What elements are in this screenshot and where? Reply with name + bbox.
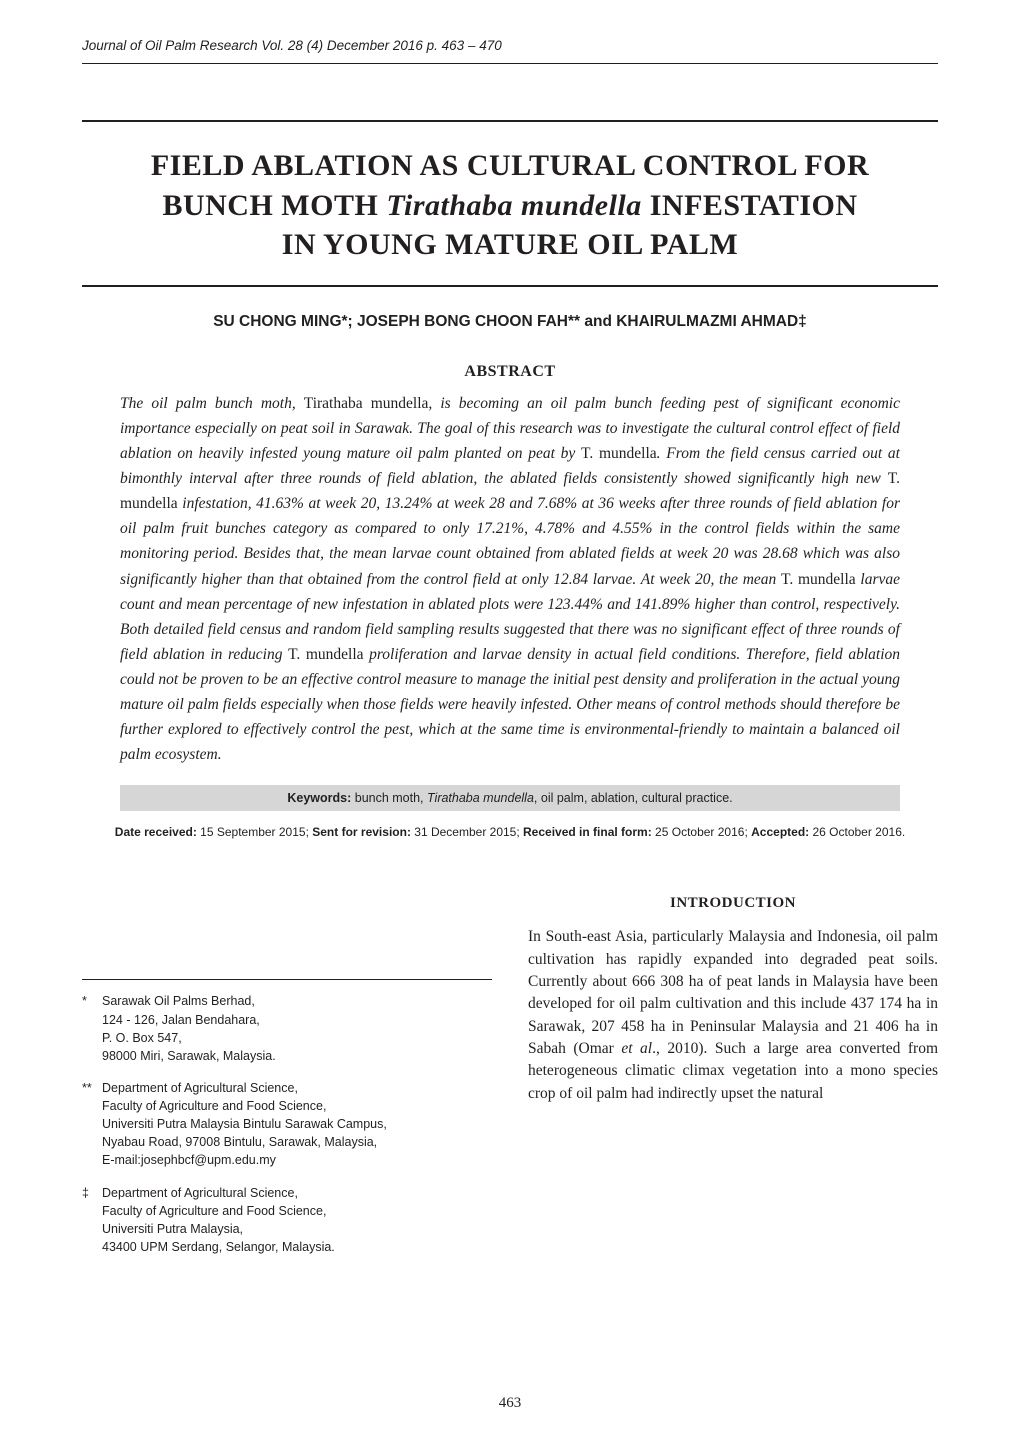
affil-2-l5: E-mail:josephbcf@upm.edu.my [102, 1153, 276, 1167]
affil-mark-2: ** [82, 1079, 102, 1170]
abstract-heading: ABSTRACT [82, 363, 938, 381]
left-column: * Sarawak Oil Palms Berhad, 124 - 126, J… [82, 895, 492, 1256]
intro-etal: et al [621, 1040, 652, 1057]
affil-3-l2: Faculty of Agriculture and Food Science, [102, 1204, 326, 1218]
article-title: FIELD ABLATION AS CULTURAL CONTROL FOR B… [92, 146, 928, 265]
title-species: Tirathaba mundella [386, 189, 641, 222]
abstract-body: The oil palm bunch moth, Tirathaba munde… [120, 391, 900, 768]
affil-2-l2: Faculty of Agriculture and Food Science, [102, 1099, 326, 1113]
abstract-species-2: T. mundella [581, 445, 657, 462]
abstract-p0: The oil palm bunch moth, [120, 395, 304, 412]
affil-2-l4: Nyabau Road, 97008 Bintulu, Sarawak, Mal… [102, 1135, 377, 1149]
affil-1-l3: P. O. Box 547, [102, 1031, 182, 1045]
date-revision-label: Sent for revision: [312, 825, 414, 839]
affil-2-l3: Universiti Putra Malaysia Bintulu Sarawa… [102, 1117, 387, 1131]
right-column: INTRODUCTION In South-east Asia, particu… [528, 895, 938, 1256]
keywords-species: Tirathaba mundella [427, 791, 534, 805]
date-final-value: 25 October 2016; [655, 825, 751, 839]
abstract-species-5: T. mundella [288, 646, 363, 663]
affiliation-rule [82, 979, 492, 980]
running-header: Journal of Oil Palm Research Vol. 28 (4)… [82, 38, 938, 64]
affil-1-l2: 124 - 126, Jalan Bendahara, [102, 1013, 260, 1027]
two-column-region: * Sarawak Oil Palms Berhad, 124 - 126, J… [82, 895, 938, 1256]
title-line-2a: BUNCH MOTH [162, 189, 386, 222]
affil-1-l1: Sarawak Oil Palms Berhad, [102, 994, 255, 1008]
introduction-heading: INTRODUCTION [528, 895, 938, 912]
left-spacer [82, 895, 492, 979]
keywords-b: , oil palm, ablation, cultural practice. [534, 791, 733, 805]
dates-line: Date received: 15 September 2015; Sent f… [92, 825, 928, 839]
affil-3-l1: Department of Agricultural Science, [102, 1186, 298, 1200]
page-number: 463 [0, 1395, 1020, 1412]
affil-3-l4: 43400 UPM Serdang, Selangor, Malaysia. [102, 1240, 335, 1254]
affiliation-2: ** Department of Agricultural Science, F… [82, 1079, 492, 1170]
date-received-label: Date received: [115, 825, 200, 839]
keywords-bar: Keywords: bunch moth, Tirathaba mundella… [120, 785, 900, 811]
affil-3-l3: Universiti Putra Malaysia, [102, 1222, 243, 1236]
authors-line: SU CHONG MING*; JOSEPH BONG CHOON FAH** … [82, 313, 938, 331]
introduction-body: In South-east Asia, particularly Malaysi… [528, 926, 938, 1105]
title-rule-bottom [82, 285, 938, 287]
intro-a: In South-east Asia, particularly Malaysi… [528, 928, 938, 1057]
title-line-1: FIELD ABLATION AS CULTURAL CONTROL FOR [151, 149, 869, 182]
affil-mark-1: * [82, 992, 102, 1065]
affiliation-1: * Sarawak Oil Palms Berhad, 124 - 126, J… [82, 992, 492, 1065]
date-accepted-label: Accepted: [751, 825, 812, 839]
abstract-species-1: Tirathaba mundella [304, 395, 429, 412]
keywords-a: bunch moth, [351, 791, 427, 805]
affil-mark-3: ‡ [82, 1184, 102, 1257]
title-line-2c: INFESTATION [642, 189, 858, 222]
date-final-label: Received in final form: [523, 825, 655, 839]
page: Journal of Oil Palm Research Vol. 28 (4)… [0, 0, 1020, 1434]
date-revision-value: 31 December 2015; [414, 825, 523, 839]
date-received-value: 15 September 2015; [200, 825, 312, 839]
date-accepted-value: 26 October 2016. [812, 825, 905, 839]
abstract-p5: proliferation and larvae density in actu… [120, 646, 900, 763]
abstract-species-4: T. mundella [781, 571, 856, 588]
affiliation-3: ‡ Department of Agricultural Science, Fa… [82, 1184, 492, 1257]
title-rule-top [82, 120, 938, 122]
keywords-label: Keywords: [287, 791, 351, 805]
affil-2-l1: Department of Agricultural Science, [102, 1081, 298, 1095]
affil-1-l4: 98000 Miri, Sarawak, Malaysia. [102, 1049, 276, 1063]
title-line-3: IN YOUNG MATURE OIL PALM [282, 228, 738, 261]
